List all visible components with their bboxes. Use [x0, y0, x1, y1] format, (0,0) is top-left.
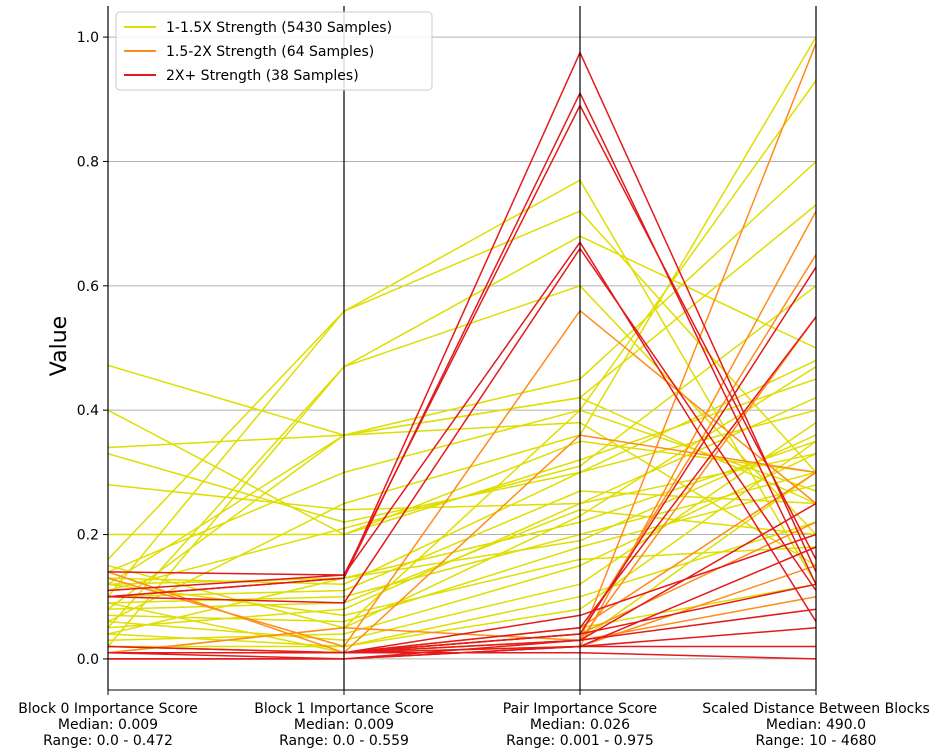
series-2-line-3 [107, 241, 817, 622]
series-2-line-14 [108, 651, 817, 660]
series-1-line-1 [107, 309, 817, 648]
series-2 [107, 51, 817, 660]
series-0-line-14 [107, 285, 817, 592]
ytick-label-0: 0.0 [77, 652, 99, 668]
series-0-line-1 [107, 409, 817, 536]
axis-title-3: Scaled Distance Between Blocks [702, 701, 930, 717]
axis-lines [107, 6, 817, 691]
series-0-line-2 [107, 421, 817, 567]
legend-box [115, 11, 433, 91]
series-0 [107, 36, 817, 654]
axis-range-0: Range: 0.0 - 0.472 [43, 733, 173, 749]
series-0-line-9 [107, 285, 817, 647]
axis-range-1: Range: 0.0 - 0.559 [279, 733, 409, 749]
axis-median-1: Median: 0.009 [294, 717, 394, 733]
axis-median-3: Median: 490.0 [766, 717, 866, 733]
series-2-line-0 [107, 51, 817, 598]
ytick-label-2: 0.4 [77, 403, 99, 419]
series-0-line-22 [108, 521, 817, 648]
series-0-line-15 [107, 440, 817, 635]
series-0-line-12 [107, 80, 817, 573]
series-0-line-10 [107, 160, 817, 585]
series-0-line-13 [107, 36, 817, 623]
y-axis-label: Value [47, 316, 72, 376]
series-0-line-31 [107, 434, 817, 586]
series-0-line-30 [107, 366, 817, 629]
series-1 [107, 43, 817, 660]
axis-title-1: Block 1 Importance Score [254, 701, 434, 717]
ytick-label-5: 1.0 [77, 30, 99, 46]
ytick-label-4: 0.8 [77, 154, 99, 170]
axis-range-3: Range: 10 - 4680 [756, 733, 877, 749]
series-0-line-6 [107, 179, 817, 585]
series-0-line-21 [107, 490, 817, 598]
series-2-line-4 [107, 247, 817, 604]
ytick-label-1: 0.2 [77, 528, 99, 544]
series-0-line-25 [107, 508, 817, 610]
series-0-line-7 [107, 210, 817, 598]
series-0-line-8 [107, 235, 817, 629]
legend: 1-1.5X Strength (5430 Samples) 1.5-2X Str… [115, 11, 433, 91]
axis-median-0: Median: 0.009 [58, 717, 158, 733]
legend-label-2: 2X+ Strength (38 Samples) [166, 68, 359, 84]
series-2-line-2 [107, 104, 817, 592]
legend-label-0: 1-1.5X Strength (5430 Samples) [166, 20, 392, 36]
series-0-line-23 [107, 421, 817, 642]
legend-label-1: 1.5-2X Strength (64 Samples) [166, 44, 374, 60]
axis-title-2: Pair Importance Score [503, 701, 657, 717]
axis-median-2: Median: 0.026 [530, 717, 630, 733]
series-1-line-2 [107, 43, 817, 654]
ytick-label-3: 0.6 [77, 279, 99, 295]
series-lines [107, 36, 817, 660]
series-0-line-19 [107, 453, 817, 642]
series-2-line-1 [107, 92, 817, 598]
y-ticks: 0.0 0.2 0.4 0.6 0.8 1.0 [77, 30, 108, 668]
axis-title-0: Block 0 Importance Score [18, 701, 198, 717]
axis-range-2: Range: 0.001 - 0.975 [506, 733, 654, 749]
series-2-line-5 [107, 266, 817, 654]
